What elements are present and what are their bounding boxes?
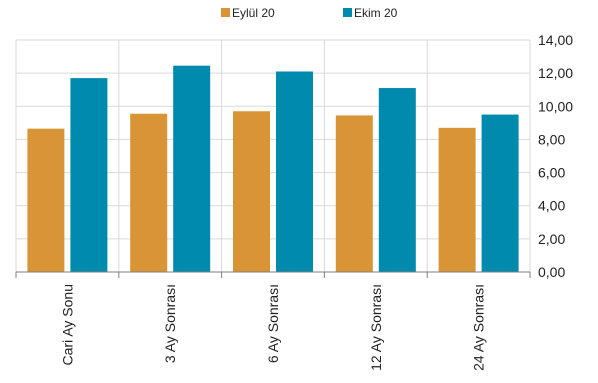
x-tick-label: 12 Ay Sonrası — [368, 284, 384, 371]
y-tick-label: 8,00 — [538, 131, 565, 147]
bar — [27, 128, 65, 272]
bar — [481, 114, 519, 272]
legend-label: Ekim 20 — [354, 6, 398, 20]
legend-label: Eylül 20 — [232, 6, 275, 20]
axis-layer: 0,00 2,00 4,00 6,00 8,00 10,00 12,00 14,00 Cari … — [15, 32, 573, 371]
bar — [173, 65, 211, 272]
x-tick-label: 3 Ay Sonrası — [162, 284, 178, 363]
bar — [70, 78, 108, 272]
y-tick-label: 12,00 — [538, 65, 573, 81]
x-tick-label: 6 Ay Sonrası — [265, 284, 281, 363]
legend: Eylül 20 Ekim 20 — [221, 6, 398, 20]
y-tick-label: 14,00 — [538, 32, 573, 48]
y-tick-label: 10,00 — [538, 98, 573, 114]
bars-layer — [27, 65, 519, 273]
bar — [335, 115, 373, 273]
bar — [276, 71, 313, 272]
bar — [233, 111, 270, 272]
x-tick-label: 24 Ay Sonrası — [471, 284, 487, 371]
y-tick-label: 6,00 — [538, 165, 565, 181]
legend-swatch — [343, 8, 352, 17]
y-tick-label: 2,00 — [538, 231, 565, 247]
x-tick-label: Cari Ay Sonu — [59, 284, 75, 365]
legend-swatch — [221, 8, 230, 17]
bar — [438, 127, 476, 272]
y-tick-label: 0,00 — [538, 264, 565, 280]
y-tick-label: 4,00 — [538, 198, 565, 214]
bar — [378, 88, 416, 272]
bar — [130, 113, 168, 272]
